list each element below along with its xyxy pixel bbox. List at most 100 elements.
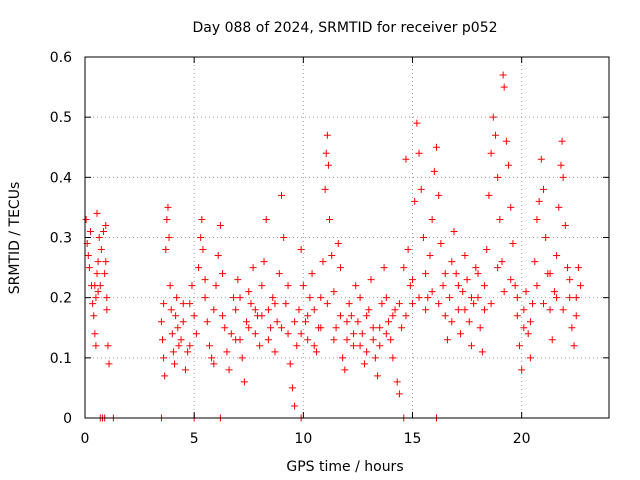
x-tick-label: 20: [513, 431, 531, 447]
data-point: [382, 330, 390, 338]
x-tick-label: 0: [81, 431, 90, 447]
data-point: [96, 282, 104, 290]
data-point: [308, 270, 316, 278]
data-point: [426, 252, 434, 260]
data-point: [258, 282, 266, 290]
data-point: [568, 324, 576, 332]
data-point: [334, 240, 342, 248]
data-point: [304, 336, 312, 344]
data-point: [227, 330, 235, 338]
data-point: [402, 312, 410, 320]
data-point: [574, 264, 582, 272]
data-point: [454, 282, 462, 290]
data-point: [271, 348, 279, 356]
data-point: [485, 191, 493, 199]
data-point: [577, 282, 585, 290]
data-point: [262, 215, 270, 223]
data-point: [161, 372, 169, 380]
chart-title: Day 088 of 2024, SRMTID for receiver p05…: [192, 20, 497, 36]
y-tick-label: 0.3: [50, 231, 72, 247]
data-point: [159, 336, 167, 344]
data-point: [387, 336, 395, 344]
data-point: [542, 234, 550, 241]
data-point: [374, 372, 382, 380]
data-point: [494, 264, 502, 272]
data-point: [347, 312, 355, 320]
data-point: [101, 270, 109, 278]
data-point: [247, 300, 255, 308]
data-point: [221, 324, 229, 332]
data-point: [526, 318, 534, 326]
data-point: [524, 330, 532, 338]
data-point: [476, 324, 484, 332]
data-point: [297, 330, 305, 338]
data-point: [317, 294, 325, 302]
data-point: [505, 161, 513, 169]
data-point: [498, 258, 506, 266]
data-point: [171, 360, 179, 368]
data-point: [341, 366, 349, 374]
data-point: [535, 197, 543, 205]
data-point: [461, 252, 469, 260]
data-point: [487, 149, 495, 157]
data-point: [529, 300, 537, 308]
data-point: [103, 306, 111, 314]
data-point: [172, 312, 180, 320]
data-point: [212, 282, 220, 290]
data-point: [97, 246, 105, 254]
y-tick-label: 0.1: [50, 351, 72, 367]
data-point: [243, 318, 251, 326]
data-point: [251, 306, 259, 314]
data-point: [520, 306, 528, 314]
data-point: [572, 312, 580, 320]
data-point: [93, 209, 101, 217]
data-point: [398, 324, 406, 332]
data-point: [360, 360, 368, 368]
data-point: [328, 252, 336, 260]
data-point: [474, 270, 482, 278]
data-point: [201, 276, 209, 284]
data-point: [103, 294, 111, 302]
data-point: [177, 336, 185, 344]
data-point: [446, 294, 454, 302]
data-point: [278, 191, 285, 199]
data-point: [558, 137, 566, 145]
data-point: [419, 234, 427, 241]
data-point: [234, 276, 242, 284]
data-point: [415, 294, 423, 302]
data-point: [302, 318, 310, 326]
data-point: [100, 227, 108, 235]
data-point: [454, 306, 462, 314]
data-point: [336, 312, 344, 320]
data-point: [238, 354, 246, 362]
data-point: [371, 354, 379, 362]
data-point: [278, 324, 285, 332]
data-point: [540, 185, 547, 193]
data-point: [428, 215, 436, 223]
y-tick-label: 0.2: [50, 291, 72, 307]
data-point: [245, 324, 253, 332]
data-point: [264, 336, 272, 344]
data-point: [284, 330, 292, 338]
data-point: [186, 300, 194, 308]
data-point: [91, 330, 99, 338]
data-point: [404, 246, 412, 254]
data-point: [102, 258, 110, 266]
data-point: [179, 300, 187, 308]
data-point: [352, 282, 360, 290]
y-tick-label: 0: [63, 411, 72, 427]
data-point: [533, 215, 541, 223]
data-point: [160, 300, 168, 308]
data-point: [494, 173, 502, 181]
data-point: [500, 288, 508, 296]
data-point: [350, 342, 358, 350]
data-point: [452, 270, 460, 278]
data-point: [169, 348, 177, 356]
data-point: [197, 234, 205, 241]
data-point: [363, 312, 371, 320]
data-point: [84, 252, 92, 260]
data-point: [463, 276, 471, 284]
data-point: [291, 402, 299, 410]
data-point: [175, 342, 183, 350]
data-point: [232, 336, 240, 344]
